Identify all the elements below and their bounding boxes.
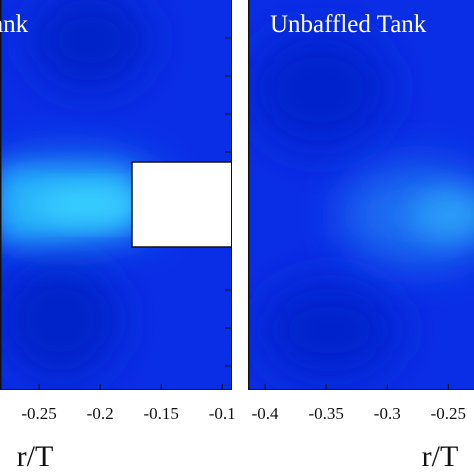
x-tick-label: -0.25 xyxy=(431,404,466,423)
x-axis-label: r/T xyxy=(17,440,54,473)
x-tick-label: -0.1 xyxy=(209,404,236,423)
x-tick-label: -0.35 xyxy=(308,404,343,423)
x-tick-label: -0.4 xyxy=(252,404,279,423)
x-tick-label: -0.25 xyxy=(21,404,56,423)
x-tick-label: -0.3 xyxy=(374,404,401,423)
x-tick-label: -0.2 xyxy=(87,404,114,423)
frame-ticks xyxy=(225,37,232,367)
field-left xyxy=(0,0,232,390)
panel-title: Unbaffled Tank xyxy=(270,11,427,38)
field-right xyxy=(248,0,474,390)
impeller xyxy=(131,161,232,248)
x-axis-label: r/T xyxy=(422,440,459,473)
panel-title: ank xyxy=(0,11,29,38)
x-tick-label: -0.15 xyxy=(143,404,178,423)
